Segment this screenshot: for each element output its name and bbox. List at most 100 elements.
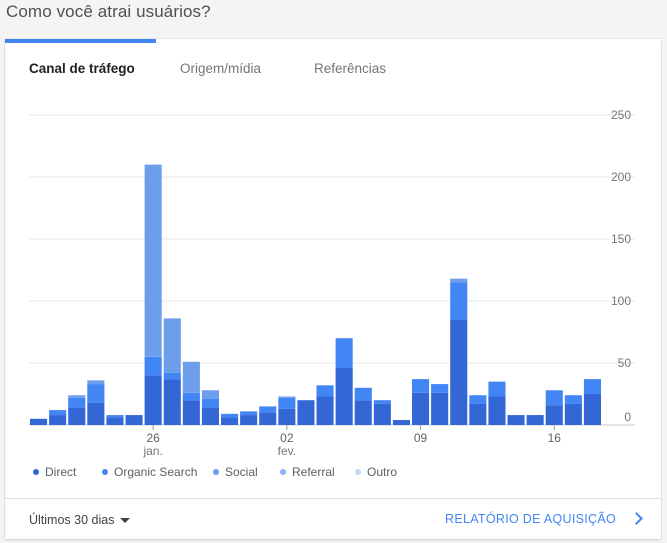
y-tick-label: 250: [611, 109, 631, 122]
bar-segment: [278, 397, 296, 409]
bar-segment: [450, 282, 468, 320]
bar-segment: [431, 384, 449, 393]
legend-item-organic-search[interactable]: Organic Search: [102, 465, 197, 479]
legend-dot-icon: [213, 468, 219, 475]
bar-segment: [240, 411, 258, 416]
legend-dot-icon: [33, 468, 39, 475]
bar-segment: [450, 319, 468, 425]
bar-segment: [412, 379, 430, 393]
x-tick-label: 09: [414, 431, 428, 445]
bar-segment: [583, 379, 601, 394]
bar-segment: [163, 318, 181, 373]
tab-canal-de-trafego[interactable]: Canal de tráfego: [29, 61, 135, 76]
bar-segment: [144, 356, 162, 376]
bar-segment: [163, 372, 181, 380]
x-tick-sublabel: jan.: [142, 444, 162, 458]
legend-label: Social: [225, 465, 258, 479]
bar-segment: [144, 375, 162, 425]
footer-divider: [5, 498, 661, 499]
date-range-dropdown[interactable]: Últimos 30 dias: [29, 513, 131, 527]
x-tick-label: 26: [146, 431, 160, 445]
bar-segment: [545, 390, 563, 406]
bar-segment: [354, 387, 372, 401]
legend-label: Outro: [367, 465, 398, 479]
bar-segment: [49, 410, 67, 416]
legend-dot-icon: [355, 468, 361, 475]
bar-segment: [182, 392, 200, 401]
legend-dot-icon: [280, 468, 286, 475]
bar-segment: [316, 396, 334, 425]
x-tick-sublabel: fev.: [278, 444, 296, 458]
bar-segment: [488, 396, 506, 425]
bar-segment: [201, 390, 219, 399]
bar-segment: [278, 396, 296, 398]
bar-segment: [30, 418, 48, 425]
legend-item-direct[interactable]: Direct: [33, 465, 76, 479]
bar-segment: [87, 402, 105, 425]
y-tick-label: 200: [611, 170, 631, 184]
y-tick-label: 150: [611, 232, 631, 246]
bar-segment: [583, 394, 601, 425]
bar-segment: [316, 385, 334, 397]
bar-segment: [526, 415, 544, 425]
tab-origem-midia[interactable]: Origem/mídia: [180, 61, 262, 76]
x-tick-label: 02: [280, 431, 294, 445]
bar-segment: [182, 361, 200, 393]
bar-segment: [469, 395, 487, 404]
tab-referencias[interactable]: Referências: [314, 61, 387, 76]
bar-segment: [335, 338, 353, 368]
chevron-right-icon: [630, 512, 643, 526]
date-range-label: Últimos 30 dias: [29, 513, 115, 527]
page-title: Como você atrai usuários?: [6, 2, 211, 21]
bar-segment: [564, 403, 582, 425]
legend-dot-icon: [102, 468, 108, 475]
bar-segment: [373, 403, 391, 425]
bar-segment: [412, 392, 430, 425]
legend-item-referral[interactable]: Referral: [280, 465, 335, 479]
legend-label: Direct: [45, 465, 77, 479]
bar-segment: [68, 397, 86, 408]
bar-segment: [87, 380, 105, 385]
traffic-card: Canal de tráfego Origem/mídia Referência…: [5, 39, 661, 539]
bar-segment: [163, 379, 181, 425]
bar-segment: [68, 407, 86, 425]
bar-segment: [259, 406, 277, 413]
legend-label: Referral: [292, 465, 335, 479]
card-accent-bar: [5, 39, 156, 43]
bar-segment: [106, 417, 124, 425]
bar-segment: [240, 415, 258, 425]
bar-segment: [201, 407, 219, 425]
bar-segment: [182, 400, 200, 425]
y-tick-label: 50: [618, 356, 632, 370]
bar-segment: [87, 384, 105, 403]
bar-segment: [392, 420, 410, 425]
x-tick-label: 16: [548, 431, 562, 445]
bar-segment: [450, 278, 468, 283]
bar-segment: [221, 413, 239, 418]
bar-segment: [488, 381, 506, 397]
legend-label: Organic Search: [114, 465, 198, 479]
bar-segment: [125, 415, 143, 425]
bar-segment: [201, 398, 219, 408]
acquisition-report-link[interactable]: RELATÓRIO DE AQUISIÇÃO: [445, 512, 643, 526]
bar-segment: [335, 367, 353, 425]
legend-item-outro[interactable]: Outro: [355, 465, 397, 479]
bar-segment: [259, 412, 277, 425]
bar-segment: [354, 400, 372, 425]
bar-segment: [431, 392, 449, 425]
bar-segment: [106, 415, 124, 418]
y-tick-label: 100: [611, 294, 631, 308]
bar-segment: [221, 417, 239, 425]
tab-bar: Canal de tráfego Origem/mídia Referência…: [5, 61, 661, 81]
bar-segment: [68, 395, 86, 398]
bar-segment: [469, 403, 487, 425]
caret-down-icon: [120, 518, 131, 524]
bar-segment: [297, 400, 315, 425]
bar-segment: [507, 415, 525, 425]
legend-item-social[interactable]: Social: [213, 465, 258, 479]
bar-segment: [545, 405, 563, 425]
bar-segment: [144, 164, 162, 357]
bar-segment: [564, 395, 582, 404]
bar-segment: [373, 400, 391, 404]
